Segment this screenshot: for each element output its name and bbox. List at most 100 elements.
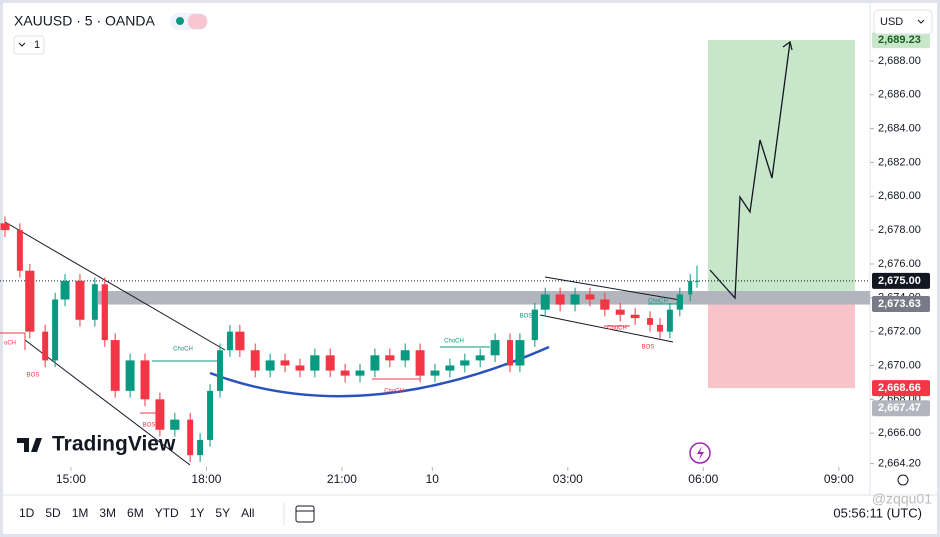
chevron	[917, 19, 925, 24]
price-label-box	[872, 32, 930, 49]
y-tick-label: 2,682.00	[878, 156, 921, 168]
candle-body	[0, 223, 10, 231]
candle-body	[647, 318, 653, 325]
candle-body	[226, 331, 233, 351]
candle-body	[515, 340, 525, 366]
x-tick-label: 09:00	[824, 472, 854, 486]
candle-body	[280, 360, 290, 366]
candle-body	[101, 284, 108, 341]
candle-body	[475, 355, 485, 361]
price-label: 2,689.23	[878, 34, 921, 46]
candle-body	[75, 280, 85, 320]
annotation: BOS	[642, 345, 655, 351]
candle-body	[656, 324, 663, 332]
price-label: 2,668.66	[878, 382, 921, 394]
x-tick-label: 10	[426, 472, 440, 486]
y-tick-label: 2,666.00	[878, 427, 921, 439]
candle-body	[125, 360, 135, 391]
range-button[interactable]: 5D	[45, 506, 61, 520]
annotation: BOS	[520, 314, 533, 320]
x-tick-label: 18:00	[191, 472, 221, 486]
candle-body	[52, 299, 59, 361]
drawing-line	[24, 339, 191, 466]
y-tick-label: 2,680.00	[878, 190, 921, 202]
candle-body	[155, 399, 165, 430]
range-button[interactable]: 1D	[19, 506, 35, 520]
y-tick-label: 2,688.00	[878, 55, 921, 67]
range-button[interactable]: All	[241, 506, 254, 520]
candle-body	[60, 280, 70, 300]
range-button[interactable]: 1M	[72, 506, 89, 520]
symbol: XAUUSD · 5 · OANDA	[14, 13, 155, 29]
annotation: BOS	[27, 373, 40, 379]
price-label-box	[872, 272, 930, 289]
range-button[interactable]: 6M	[127, 506, 144, 520]
candle-body	[355, 370, 365, 376]
x-tick-label: 06:00	[688, 472, 718, 486]
candle-body	[197, 439, 204, 456]
candle-body	[110, 340, 120, 391]
candle-body	[460, 360, 470, 366]
y-tick-label: 2,670.00	[878, 359, 921, 371]
candle-body	[170, 419, 180, 430]
candle-body	[250, 350, 260, 371]
drawing-line	[544, 276, 681, 301]
y-tick-label: 2,672.00	[878, 326, 921, 338]
indicator-toggle[interactable]	[13, 35, 45, 55]
range-button[interactable]: 1Y	[190, 506, 205, 520]
candle-body	[555, 294, 565, 305]
supply-zone	[98, 291, 870, 305]
projection-arrow	[709, 41, 791, 300]
indicator-count: 1	[34, 39, 40, 51]
candle-body	[310, 355, 320, 371]
candle-body	[325, 355, 335, 371]
candle-body	[585, 294, 595, 300]
rounding-bottom	[209, 345, 550, 398]
currency-select[interactable]	[873, 9, 933, 35]
candle-body	[615, 309, 625, 315]
range-button[interactable]: 3M	[99, 506, 116, 520]
candle-body	[445, 365, 455, 371]
range-button[interactable]: 5Y	[215, 506, 230, 520]
candle-body	[42, 331, 49, 361]
candle-body	[91, 284, 98, 320]
candle-body	[694, 280, 700, 282]
range-button[interactable]: YTD	[155, 506, 179, 520]
currency: USD	[880, 16, 903, 28]
settings-icon[interactable]	[897, 474, 909, 486]
arrow-head	[782, 40, 793, 51]
profit-zone	[708, 40, 855, 305]
calendar-icon[interactable]	[295, 505, 315, 523]
loss-zone	[708, 304, 855, 389]
candle-body	[400, 350, 410, 361]
annotation: ChoCH	[607, 326, 627, 332]
ui: XAUUSD · 5 · OANDA 1 USD 05:56:11 (UTC) …	[13, 9, 933, 525]
candle-body	[540, 294, 550, 310]
price-label-box	[872, 296, 930, 313]
x-tick-label: 21:00	[327, 472, 357, 486]
candle-body	[490, 340, 500, 356]
candle-body	[430, 370, 440, 376]
plot: 2,664.202,666.002,668.002,670.002,672.00…	[0, 32, 930, 486]
candle-body	[570, 294, 580, 305]
credit: @zqqu01	[872, 491, 932, 507]
y-tick-label: 2,678.00	[878, 224, 921, 236]
price-label-box	[872, 380, 930, 397]
y-tick-label: 2,676.00	[878, 258, 921, 270]
candle-body	[507, 340, 513, 366]
chevron	[18, 42, 26, 47]
candle-body	[187, 419, 194, 456]
candle-body	[676, 294, 683, 310]
candle-body	[600, 299, 610, 310]
drawing-line	[539, 314, 674, 343]
x-tick-label: 15:00	[56, 472, 86, 486]
annotation: ChoCH	[444, 339, 464, 345]
logo	[17, 438, 42, 452]
price-label: 2,675.00	[878, 275, 921, 287]
candle-body	[666, 309, 673, 332]
watermark: TradingView	[52, 433, 176, 456]
price-label: 2,667.47	[878, 402, 921, 414]
clock: 05:56:11 (UTC)	[833, 505, 922, 520]
candle-body	[295, 365, 305, 371]
y-tick-label: 2,664.20	[878, 458, 921, 470]
